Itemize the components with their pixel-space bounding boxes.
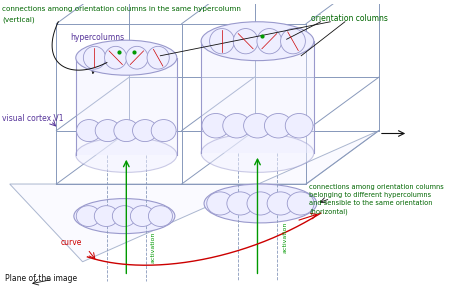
Ellipse shape <box>247 192 274 215</box>
Ellipse shape <box>151 119 176 141</box>
Polygon shape <box>9 131 379 262</box>
Ellipse shape <box>76 40 177 75</box>
Ellipse shape <box>94 206 118 226</box>
Text: hypercolumns: hypercolumns <box>70 33 124 42</box>
Ellipse shape <box>95 119 120 141</box>
Ellipse shape <box>201 134 314 172</box>
Ellipse shape <box>133 119 157 141</box>
Text: connections among orientation columns in the same hypercolumn: connections among orientation columns in… <box>2 6 241 12</box>
Ellipse shape <box>130 206 155 226</box>
Ellipse shape <box>147 46 169 69</box>
Text: activation: activation <box>151 231 156 263</box>
Ellipse shape <box>204 184 317 223</box>
Ellipse shape <box>244 113 272 138</box>
Ellipse shape <box>105 46 127 69</box>
Ellipse shape <box>112 206 137 226</box>
Polygon shape <box>76 58 177 155</box>
Text: visual cortex V1: visual cortex V1 <box>2 114 64 123</box>
Ellipse shape <box>207 192 234 215</box>
Text: (vertical): (vertical) <box>2 17 35 23</box>
Ellipse shape <box>257 29 282 54</box>
Ellipse shape <box>281 29 305 54</box>
Ellipse shape <box>76 206 100 226</box>
Text: connections among orientation columns
belonging to different hypercolumns
and se: connections among orientation columns be… <box>309 184 444 215</box>
Ellipse shape <box>126 46 148 69</box>
Ellipse shape <box>76 119 101 141</box>
Ellipse shape <box>267 192 294 215</box>
Text: Plane of the image: Plane of the image <box>5 275 77 283</box>
Ellipse shape <box>201 22 314 61</box>
Text: activation: activation <box>282 222 287 253</box>
Ellipse shape <box>83 46 106 69</box>
Ellipse shape <box>76 137 177 172</box>
Text: orientation columns: orientation columns <box>311 14 388 23</box>
Ellipse shape <box>233 29 258 54</box>
Text: curve: curve <box>60 238 82 247</box>
Ellipse shape <box>74 199 175 234</box>
Ellipse shape <box>287 192 314 215</box>
Ellipse shape <box>148 206 173 226</box>
Ellipse shape <box>223 113 251 138</box>
Polygon shape <box>201 41 314 153</box>
Ellipse shape <box>202 113 230 138</box>
Ellipse shape <box>264 113 292 138</box>
Ellipse shape <box>210 29 234 54</box>
Ellipse shape <box>114 119 139 141</box>
Ellipse shape <box>227 192 254 215</box>
Ellipse shape <box>285 113 313 138</box>
